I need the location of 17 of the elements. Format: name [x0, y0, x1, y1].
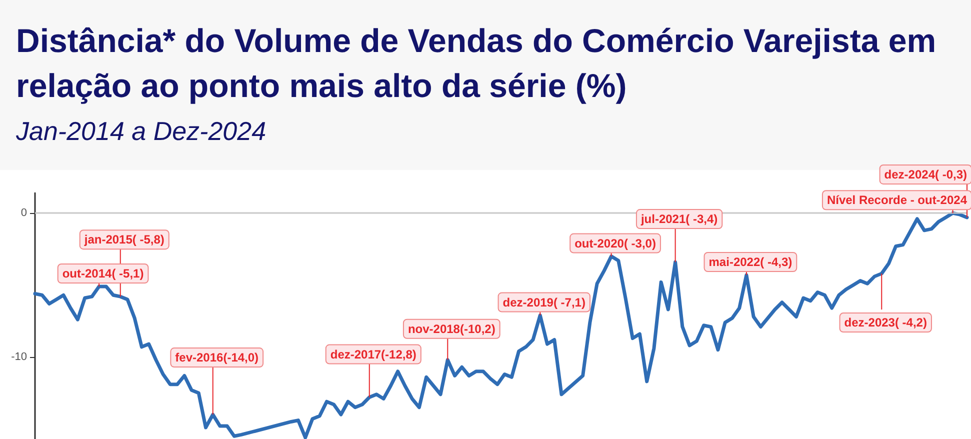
annotation: out-2014( -5,1)	[62, 266, 144, 281]
annotation: dez-2024( -0,3)	[884, 167, 968, 182]
annotation: dez-2023( -4,2)	[844, 316, 927, 330]
annotation: Nível Recorde - out-2024	[826, 193, 968, 208]
chart-subtitle: Jan-2014 a Dez-2024	[16, 116, 268, 147]
annotation: jan-2015( -5,8)	[83, 232, 164, 247]
chart-title: Distância* do Volume de Vendas do Comércio Varejista em relação ao ponto mais alto da série (%)	[16, 21, 938, 106]
annotation: dez-2019( -7,1)	[502, 295, 586, 310]
annotation: fev-2016(-14,0)	[175, 350, 259, 365]
annotation: jul-2021( -3,4)	[640, 212, 718, 226]
line-series	[33, 211, 969, 439]
annotation: dez-2017(-12,8)	[330, 347, 416, 362]
annotation: out-2020( -3,0)	[574, 236, 656, 250]
annotation: mai-2022( -4,3)	[708, 255, 792, 269]
y-tick-label: -10	[11, 351, 27, 363]
annotation: nov-2018(-10,2)	[408, 322, 496, 336]
y-tick-label: 0	[20, 207, 27, 220]
